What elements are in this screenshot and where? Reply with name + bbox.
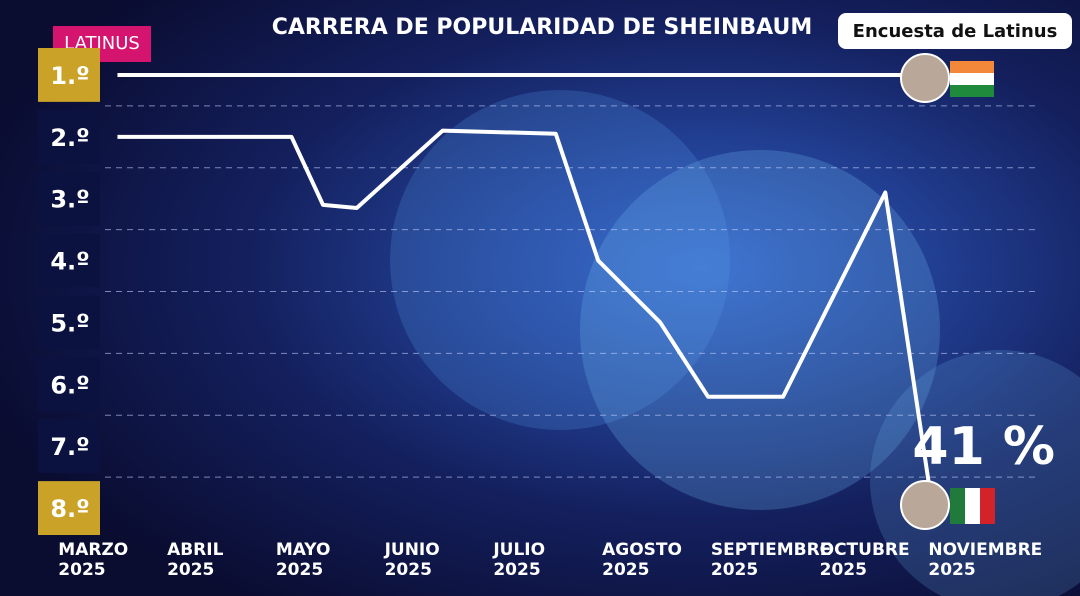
- flag: [950, 61, 994, 73]
- y-tick-label: 4.º: [50, 248, 89, 276]
- y-tick-label: 1.º: [50, 62, 89, 90]
- x-tick-label: AGOSTO 2025: [602, 540, 682, 580]
- y-tick-box: [38, 233, 100, 288]
- line: [117, 128, 931, 484]
- y-tick-label: 3.º: [50, 186, 89, 214]
- y-tick-box: [38, 171, 100, 226]
- x-tick-label: MAYO 2025: [275, 540, 331, 580]
- flag: [950, 488, 965, 524]
- avatar: [900, 53, 950, 103]
- decor: [390, 90, 730, 430]
- flag: [965, 488, 980, 524]
- annotation: 41 %: [912, 417, 1055, 477]
- y-tick-box: [38, 109, 100, 164]
- x-tick-label: NOVIEMBRE 2025: [928, 540, 1043, 580]
- y-tick-label: 2.º: [50, 124, 89, 152]
- y-tick-box: [38, 357, 100, 412]
- x-tick-label: JUNIO 2025: [384, 540, 440, 580]
- decor: [580, 150, 940, 510]
- flag: [950, 73, 994, 85]
- y-tick-label: 6.º: [50, 371, 89, 399]
- x-tick-label: MARZO 2025: [58, 540, 129, 580]
- decor: [870, 350, 1080, 596]
- y-tick-box: [38, 295, 100, 350]
- badge-box: [838, 13, 1072, 49]
- x-tick-label: SEPTIEMBRE 2025: [710, 540, 832, 580]
- y-tick-label: 7.º: [50, 433, 89, 461]
- y-tick-label: 8.º: [50, 495, 89, 523]
- x-tick-label: OCTUBRE 2025: [819, 540, 910, 580]
- badge: Encuesta de Latinus: [853, 21, 1058, 42]
- y-tick-box: [38, 481, 100, 535]
- flag: [950, 85, 994, 97]
- chart-title: CARRERA DE POPULARIDAD DE SHEINBAUM: [272, 15, 813, 40]
- avatar: [900, 480, 950, 530]
- x-tick-label: JULIO 2025: [493, 540, 546, 580]
- x-tick-label: ABRIL 2025: [167, 540, 224, 580]
- flag: [980, 488, 995, 524]
- y-tick-box: [38, 48, 100, 102]
- y-tick-label: 5.º: [50, 309, 89, 337]
- y-tick-box: [38, 419, 100, 474]
